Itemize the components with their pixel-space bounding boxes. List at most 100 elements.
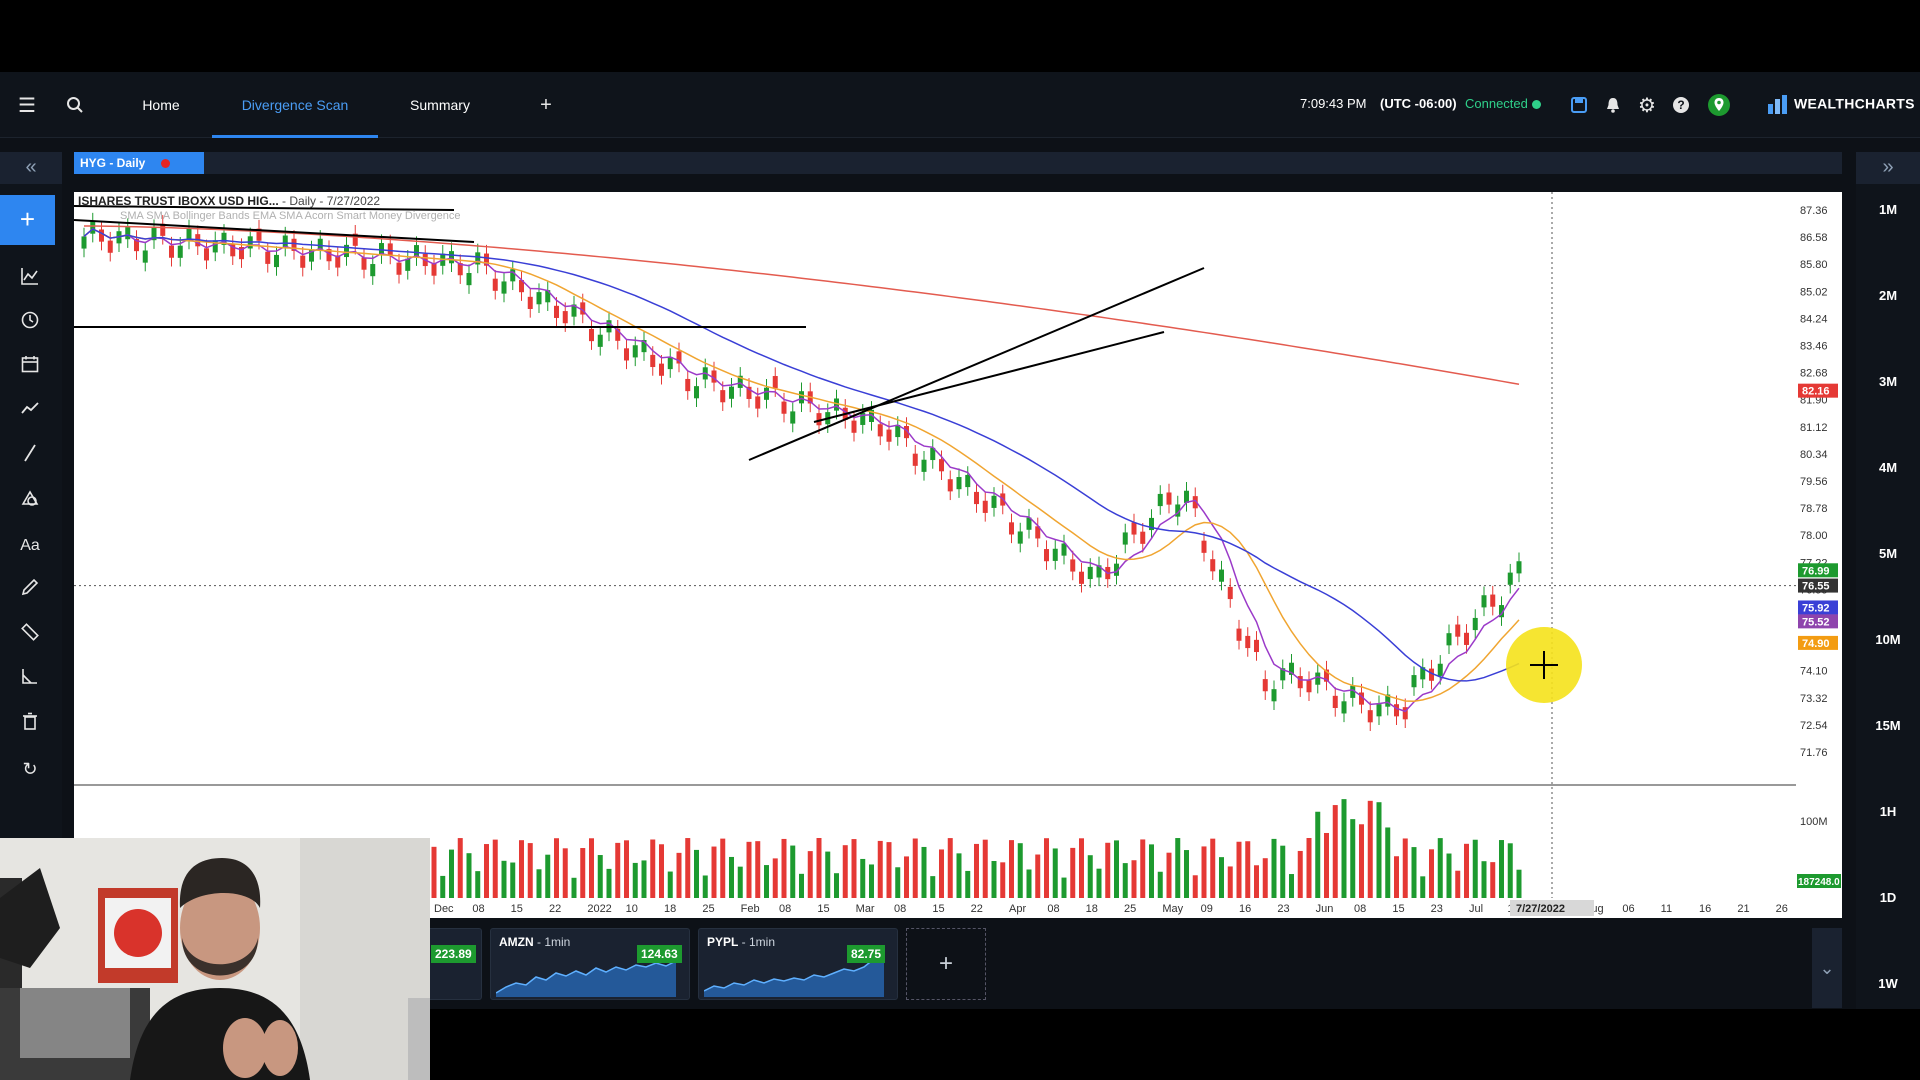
indicator-chart-icon[interactable] (16, 265, 44, 293)
candle-body (1210, 559, 1216, 572)
volume-bar (1420, 876, 1426, 898)
volume-bar (536, 869, 542, 898)
volume-bar (510, 862, 516, 898)
tab-divergence-scan[interactable]: Divergence Scan (212, 72, 378, 138)
add-tab-icon[interactable]: + (540, 93, 552, 116)
shapes-icon[interactable] (16, 487, 44, 515)
timeframe-bar: » 1M 2M 3M 4M 5M 10M 15M 1H 1D 1W (1856, 152, 1920, 1009)
bell-icon[interactable] (1600, 92, 1626, 118)
candle-body (186, 228, 192, 241)
tab-summary[interactable]: Summary (410, 97, 470, 113)
price-tag (1798, 600, 1838, 615)
indicator-list[interactable]: SMA SMA Bollinger Bands EMA SMA Acorn Sm… (120, 210, 461, 222)
volume-bar (1009, 840, 1014, 898)
price-axis-label: 78.78 (1800, 503, 1828, 515)
volume-bar (685, 838, 691, 898)
chart-tab[interactable]: HYG - Daily (74, 152, 204, 174)
candle-body (1184, 490, 1189, 503)
volume-bar (737, 866, 743, 898)
watchlist-price: 223.89 (431, 945, 476, 963)
search-icon[interactable] (62, 92, 88, 118)
volume-bar (1359, 824, 1364, 898)
volume-bar (1402, 838, 1408, 898)
timeframe-15m[interactable]: 15M (1875, 718, 1901, 733)
volume-bar (431, 846, 437, 898)
pencil-icon[interactable] (16, 576, 44, 604)
timeframe-1h[interactable]: 1H (1879, 804, 1897, 819)
volume-bar (659, 844, 664, 898)
candle-body (720, 390, 726, 403)
volume-bar (1499, 840, 1504, 898)
volume-bar (1035, 854, 1041, 898)
date-axis-label: 21 (1737, 903, 1749, 915)
expand-watchlist-icon[interactable]: ⌄ (1812, 928, 1842, 1008)
candle-body (1201, 540, 1207, 553)
candle-body (1236, 628, 1242, 641)
add-chart-button[interactable]: + (0, 195, 55, 245)
candle-body (239, 247, 244, 260)
timeframe-4m[interactable]: 4M (1878, 460, 1898, 475)
volume-bar (939, 849, 944, 898)
menu-icon[interactable]: ☰ (18, 94, 36, 117)
price-chart[interactable]: 87.36 86.58 85.80 85.02 84.24 83.46 82.68 81.90… (74, 192, 1842, 918)
timeframe-1w[interactable]: 1W (1878, 976, 1898, 991)
trash-icon[interactable] (16, 710, 44, 738)
volume-bar (641, 860, 647, 898)
candle-body (1516, 561, 1522, 574)
location-pin-icon[interactable] (1706, 92, 1732, 118)
measure-icon[interactable] (16, 665, 44, 693)
volume-bar (597, 855, 603, 898)
volume-bar (764, 865, 769, 898)
volume-bar (904, 856, 909, 898)
save-icon[interactable] (1566, 92, 1592, 118)
date-axis-label: 08 (1354, 903, 1366, 915)
candle-body (562, 311, 568, 324)
tab-home[interactable]: Home (142, 97, 180, 113)
price-axis-label: 82.68 (1800, 368, 1828, 380)
calendar-icon[interactable] (16, 353, 44, 381)
candle-body (965, 474, 971, 488)
timeframe-3m[interactable]: 3M (1878, 374, 1898, 389)
candle-body (1280, 668, 1286, 681)
price-axis-label: 86.58 (1800, 232, 1828, 244)
watchlist-card-amzn[interactable]: AMZN - 1min 124.63 (490, 928, 690, 1000)
price-tag (1798, 563, 1838, 578)
presenter-video-frame (0, 838, 430, 1080)
price-axis-label: 78.00 (1800, 530, 1828, 542)
volume-bar (1429, 849, 1434, 898)
text-tool-icon[interactable]: Aa (20, 537, 40, 554)
candle-body (1289, 662, 1294, 675)
candle-body (1350, 685, 1356, 698)
volume-axis-label: 100M (1800, 816, 1828, 828)
add-watchlist-button[interactable]: + (906, 928, 986, 1000)
ruler-icon[interactable] (16, 621, 44, 649)
watchlist-card-1[interactable]: 223.89 (420, 928, 482, 1000)
refresh-icon[interactable]: ↻ (22, 759, 38, 779)
clock-icon[interactable] (16, 309, 44, 337)
candle-body (772, 376, 778, 389)
timeframe-1d[interactable]: 1D (1879, 890, 1897, 905)
timeframe-5m[interactable]: 5M (1878, 546, 1898, 561)
timeframe-10m[interactable]: 10M (1875, 632, 1901, 647)
date-axis-label: Mar (856, 903, 875, 915)
volume-bar (1219, 857, 1224, 898)
trend-icon[interactable] (16, 397, 44, 425)
date-axis-label: Apr (1009, 903, 1026, 915)
collapse-right-icon[interactable]: » (1856, 152, 1920, 184)
chart-canvas[interactable]: 87.36 86.58 85.80 85.02 84.24 83.46 82.68 81.90… (74, 192, 1842, 918)
price-tag (1798, 614, 1838, 629)
candle-body (1359, 692, 1364, 705)
timezone: (UTC -06:00) (1380, 96, 1457, 111)
timeframe-1m[interactable]: 1M (1878, 202, 1898, 217)
volume-bar (1446, 853, 1452, 898)
volume-bar (1070, 847, 1076, 898)
candle-body (659, 363, 664, 376)
timeframe-2m[interactable]: 2M (1878, 288, 1898, 303)
line-tool-icon[interactable] (16, 442, 44, 470)
gear-icon[interactable]: ⚙ (1638, 94, 1656, 117)
candle-body (1411, 675, 1417, 688)
help-icon[interactable]: ? (1668, 92, 1694, 118)
volume-bar (1096, 868, 1102, 898)
watchlist-card-pypl[interactable]: PYPL - 1min 82.75 (698, 928, 898, 1000)
collapse-left-icon[interactable]: « (0, 152, 62, 184)
